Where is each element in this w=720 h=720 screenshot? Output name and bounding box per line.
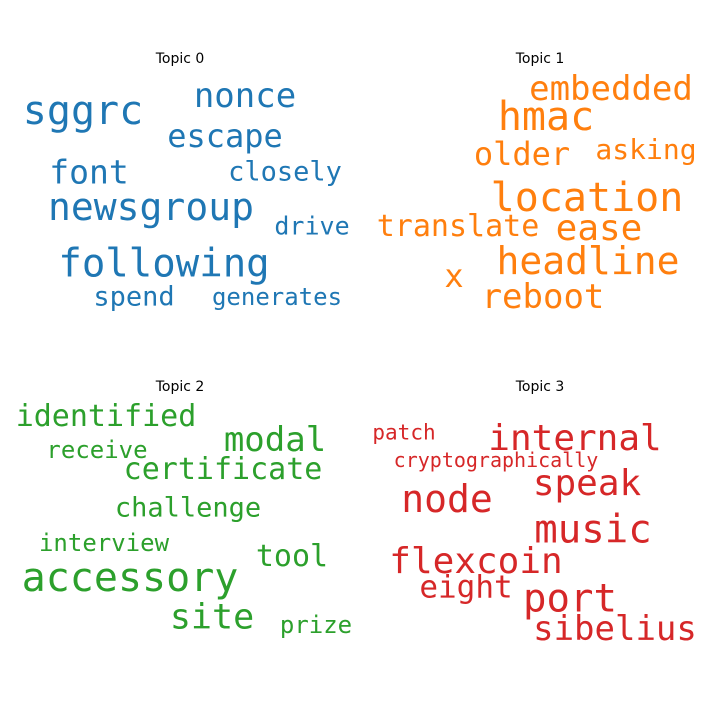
topic-2-word-identified: identified xyxy=(15,399,197,434)
topic-0-panel: Topic 0 nonce sggrc escape font closely … xyxy=(0,0,360,360)
topic-2-word-interview: interview xyxy=(38,529,170,557)
topic-1-word-translate: translate xyxy=(376,209,540,244)
topic-2-word-receive: receive xyxy=(46,436,148,464)
topic-1-word-older: older xyxy=(473,135,571,173)
topic-3-word-internal: internal xyxy=(488,418,662,459)
topic-0-word-sggrc: sggrc xyxy=(22,88,144,134)
topic-1-word-reboot: reboot xyxy=(481,277,605,317)
topic-2-word-prize: prize xyxy=(279,611,353,639)
topic-1-word-location: location xyxy=(490,175,684,221)
topic-3-word-patch: patch xyxy=(372,420,436,445)
topic-1-word-headline: headline xyxy=(496,239,680,283)
topic-3-word-speak: speak xyxy=(532,463,642,504)
topic-1-panel: Topic 1 embedded hmac asking older locat… xyxy=(360,0,720,360)
topic-0-word-closely: closely xyxy=(228,156,342,188)
topic-2-word-accessory: accessory xyxy=(21,555,239,601)
topic-3-word-flexcoin: flexcoin xyxy=(389,541,563,582)
topic-1-word-embedded: embedded xyxy=(529,69,693,109)
topic-2-word-modal: modal xyxy=(223,420,327,460)
topic-2-word-certificate: certificate xyxy=(123,452,323,487)
topic-3-word-node: node xyxy=(401,477,493,521)
topic-1-word-asking: asking xyxy=(595,133,697,166)
topic-3-title: Topic 3 xyxy=(515,379,565,395)
topic-0-word-escape: escape xyxy=(167,117,283,155)
topic-1-title: Topic 1 xyxy=(515,51,565,67)
topic-3-word-sibelius: sibelius xyxy=(533,609,697,649)
topic-0-word-newsgroup: newsgroup xyxy=(48,185,254,229)
topic-1-word-ease: ease xyxy=(555,208,643,249)
topic-0-word-generates: generates xyxy=(211,283,343,311)
topic-2-word-site: site xyxy=(169,597,255,638)
topic-0-word-drive: drive xyxy=(274,211,350,241)
topic-0-word-font: font xyxy=(49,152,129,192)
topic-0-word-spend: spend xyxy=(93,281,175,313)
topic-3-word-port: port xyxy=(523,576,617,622)
topic-3-word-eight: eight xyxy=(419,569,513,606)
topic-0-word-following: following xyxy=(58,241,270,287)
topic-1-word-x: x xyxy=(444,257,464,295)
topic-2-panel: Topic 2 identified modal receive certifi… xyxy=(0,360,360,720)
topic-3-word-music: music xyxy=(534,507,652,553)
topic-2-word-challenge: challenge xyxy=(114,492,262,524)
topic-3-panel: Topic 3 patch internal cryptographically… xyxy=(360,360,720,720)
topic-0-word-nonce: nonce xyxy=(193,76,297,116)
topic-3-word-cryptographically: cryptographically xyxy=(393,448,599,472)
topic-2-word-tool: tool xyxy=(255,539,329,574)
topic-2-title: Topic 2 xyxy=(155,379,205,395)
topic-1-word-hmac: hmac xyxy=(497,94,595,140)
topic-0-title: Topic 0 xyxy=(155,51,205,67)
